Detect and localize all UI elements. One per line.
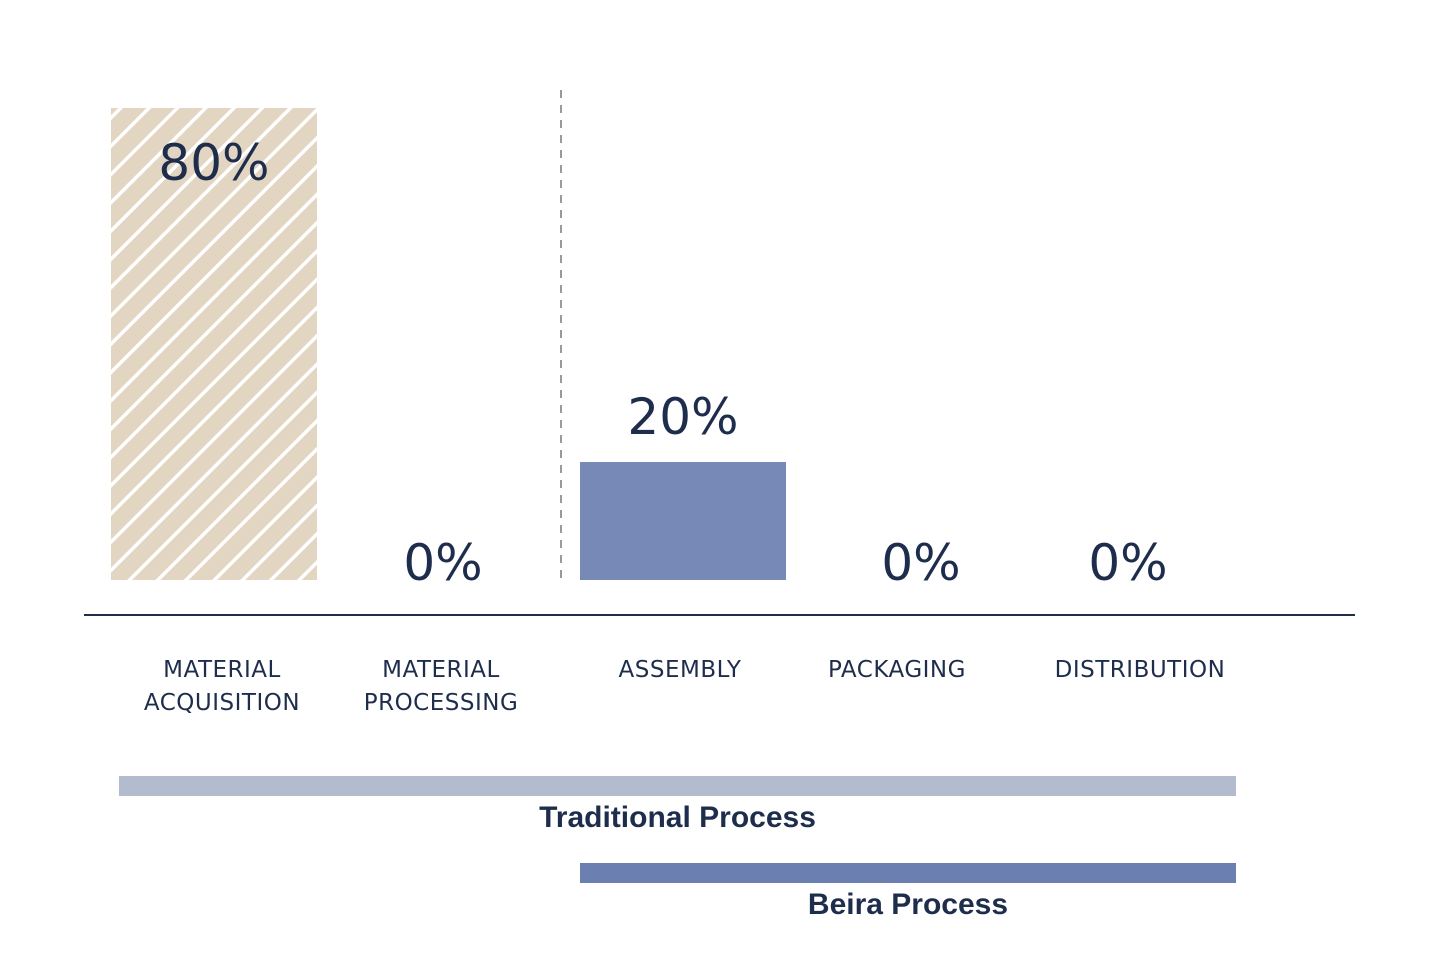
process-label-0: Traditional Process — [539, 801, 816, 834]
category-label-3-0: PACKAGING — [828, 657, 966, 683]
category-label-1-0: MATERIAL — [382, 657, 500, 683]
category-label-0-0: MATERIAL — [163, 657, 281, 683]
process-label-1: Beira Process — [808, 888, 1008, 921]
category-label-1-1: PROCESSING — [364, 690, 519, 716]
value-label-0: 80% — [158, 134, 269, 192]
bar-0 — [111, 108, 317, 580]
value-label-4: 0% — [1088, 534, 1167, 592]
value-label-2: 20% — [627, 388, 738, 446]
value-label-1: 0% — [403, 534, 482, 592]
value-label-3: 0% — [881, 534, 960, 592]
category-label-2-0: ASSEMBLY — [619, 657, 742, 683]
process-bar-0 — [119, 776, 1236, 796]
category-label-0-1: ACQUISITION — [144, 690, 300, 716]
category-label-4-0: DISTRIBUTION — [1055, 657, 1226, 683]
bar-2 — [580, 462, 786, 580]
process-bar-1 — [580, 863, 1236, 883]
